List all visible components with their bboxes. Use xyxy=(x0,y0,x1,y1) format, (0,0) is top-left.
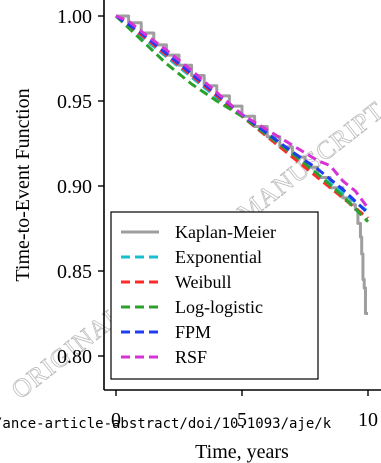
series-line-rsf xyxy=(115,14,370,209)
x-axis-title: Time, years xyxy=(195,441,289,463)
series-lines xyxy=(114,14,370,315)
legend: Kaplan-Meier Exponential Weibull Log-logist… xyxy=(110,211,319,380)
legend-label: Kaplan-Meier xyxy=(175,222,276,242)
y-tick-label: 0.90 xyxy=(57,176,92,198)
url-text: /ance-article-abstract/doi/10.1093/aje/k xyxy=(0,416,332,432)
x-tick-label: 0 xyxy=(111,409,121,431)
y-tick-label: 0.95 xyxy=(57,91,92,113)
legend-label: Exponential xyxy=(175,247,262,267)
y-tick-label: 0.85 xyxy=(57,261,92,283)
y-tick-label: 0.80 xyxy=(57,346,92,368)
y-tick-label: 1.00 xyxy=(57,6,92,28)
x-tick-label: 10 xyxy=(358,409,378,431)
legend-label: Log-logistic xyxy=(175,297,263,317)
legend-label: RSF xyxy=(175,347,207,367)
x-tick-label: 5 xyxy=(237,409,247,431)
legend-label: FPM xyxy=(175,322,211,342)
y-axis-title: Time-to-Event Function xyxy=(12,88,34,281)
legend-frame xyxy=(110,211,319,380)
ticks: 0.80 0.85 0.90 0.95 1.00 0 5 10 xyxy=(57,6,378,431)
legend-label: Weibull xyxy=(175,272,232,292)
